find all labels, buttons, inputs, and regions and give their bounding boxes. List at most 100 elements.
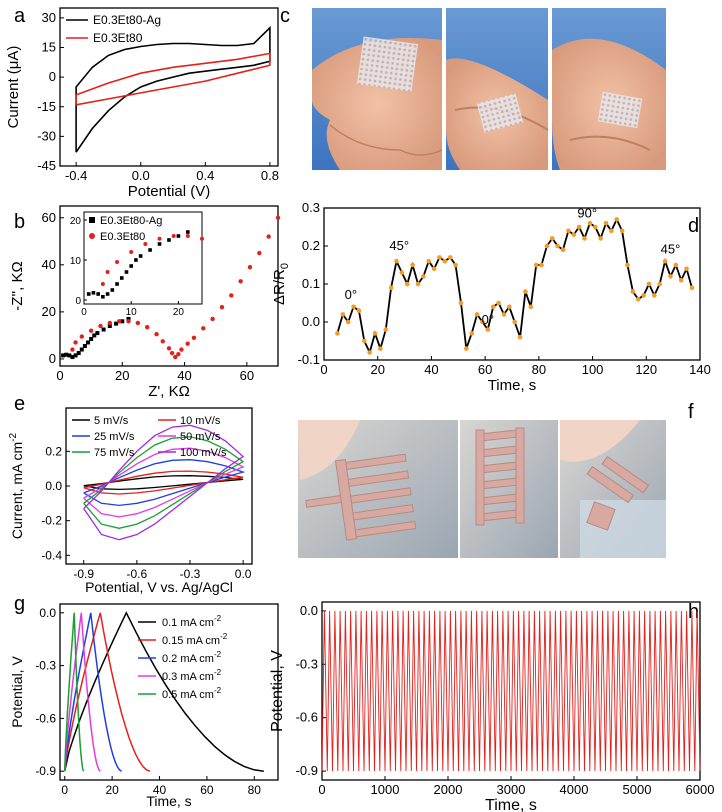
eis-point [92, 333, 97, 338]
eis-point [88, 328, 94, 333]
inset-point [105, 270, 110, 274]
eis-point [70, 347, 75, 352]
strain-point [394, 258, 399, 264]
inset-y-tick-label: 20 [70, 216, 82, 227]
x-tick-label: 20 [370, 362, 384, 377]
eis-point [89, 336, 94, 341]
legend-superscript: -2 [214, 668, 222, 677]
y-tick-label: 0 [49, 69, 56, 84]
eis-point [76, 351, 81, 356]
strain-point [549, 236, 555, 241]
eis-point [275, 215, 281, 220]
strain-point [523, 289, 528, 294]
y-axis-label: Potential, V [9, 656, 25, 728]
strain-point [351, 304, 356, 310]
x-tick-label: 20 [115, 368, 129, 383]
eis-point [173, 354, 178, 360]
strain-point [646, 281, 652, 287]
inset-point [124, 270, 129, 274]
eis-point [176, 352, 181, 357]
eis-point [145, 324, 150, 330]
inset-point [138, 254, 143, 258]
angle-annotation: 45° [389, 238, 409, 253]
inset-point [143, 242, 148, 246]
y-tick-label: 0.0 [302, 314, 320, 329]
inset-x-tick-label: 10 [126, 307, 138, 318]
strain-point [490, 304, 496, 310]
plot-frame [59, 7, 279, 167]
y-tick-label: -0.1 [298, 352, 320, 367]
strain-point [421, 274, 426, 279]
x-axis-label: Potential, V vs. Ag/AgCl [85, 579, 233, 595]
strain-point [383, 327, 389, 332]
angle-annotation: 0° [345, 287, 357, 302]
strain-point [566, 228, 571, 234]
y-tick-label: -0.6 [296, 710, 318, 725]
eis-point [219, 304, 225, 310]
strain-point [673, 262, 679, 268]
inset-frame [83, 211, 203, 305]
eis-point [120, 319, 125, 324]
inset-point [110, 288, 115, 292]
y-tick-label: 0.0 [45, 479, 62, 493]
strain-point [512, 319, 517, 325]
legend-superscript: -2 [214, 650, 222, 659]
strain-point [367, 350, 372, 355]
y-tick-label: -0.6 [35, 711, 56, 725]
plot-frame [323, 207, 701, 361]
inset-point [157, 242, 162, 246]
eis-point [257, 250, 262, 256]
x-tick-label: 5000 [623, 782, 652, 797]
angle-annotation: 0° [482, 312, 494, 327]
eis-point [98, 323, 103, 329]
strain-point [378, 346, 383, 351]
legend-marker [89, 233, 95, 239]
strain-point [388, 285, 394, 291]
cycling-curve [321, 610, 701, 772]
cv-rate-curve-3 [83, 447, 245, 518]
strain-point [453, 262, 458, 268]
strain-point [415, 281, 421, 287]
eis-point [191, 335, 197, 340]
eis-point [73, 353, 78, 358]
gcd-curve-1 [63, 612, 151, 772]
strain-point [340, 312, 346, 317]
y-tick-label: 20 [42, 304, 56, 319]
panel-label-g: g [14, 593, 25, 615]
strain-point [533, 262, 539, 268]
strain-point [480, 319, 485, 325]
strain-point [458, 300, 464, 306]
legend-label: 0.1 mA cm-2 [162, 614, 222, 629]
strain-point [496, 300, 501, 306]
strain-point [571, 232, 577, 237]
x-tick-label: 6000 [686, 782, 715, 797]
y-tick-label: 30 [42, 10, 56, 25]
inset-point [200, 236, 204, 241]
gcd-curve-2 [63, 612, 123, 772]
strain-point [544, 243, 550, 249]
y-tick-label: 0.1 [302, 276, 320, 291]
strain-point [635, 296, 641, 302]
y-tick-label: 40 [42, 257, 56, 272]
strain-point [592, 224, 598, 230]
x-tick-label: 3000 [497, 782, 526, 797]
y-tick-label: 0.2 [45, 444, 62, 458]
panel-label-h: h [688, 601, 699, 623]
eis-point [247, 264, 253, 270]
x-tick-label: 20 [105, 783, 119, 797]
legend-label: 5 mV/s [94, 415, 129, 427]
strain-point [501, 312, 507, 317]
inset-point [148, 248, 152, 252]
legend-superscript: -2 [214, 614, 222, 623]
legend-label: 100 mV/s [180, 447, 227, 459]
strain-point [356, 308, 362, 313]
strain-point [485, 327, 491, 332]
eis-point [107, 324, 112, 328]
x-axis-label: Time, s [146, 793, 191, 809]
y-tick-label: -0.2 [41, 514, 62, 528]
y-tick-label: 15 [42, 40, 56, 55]
angle-annotation: 90° [577, 206, 597, 221]
gcd-curve-4 [63, 612, 85, 772]
inset-point [91, 291, 96, 295]
